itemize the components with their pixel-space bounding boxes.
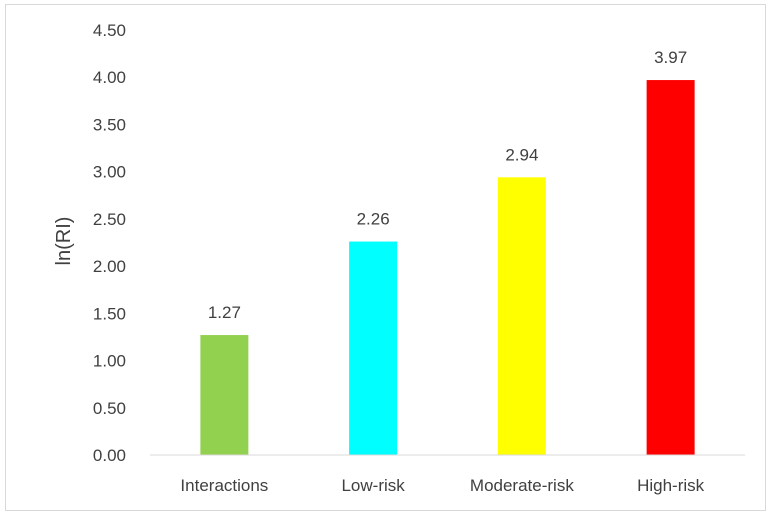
y-tick-label: 4.50 <box>93 21 126 40</box>
value-labels: 1.27 2.26 2.94 3.97 <box>208 48 687 322</box>
y-tick-label: 0.00 <box>93 446 126 465</box>
bar-interactions <box>200 335 249 455</box>
bar-low-risk <box>349 241 398 455</box>
bar-moderate-risk <box>497 177 546 456</box>
y-tick-label: 2.50 <box>93 210 126 229</box>
y-axis-label: ln(RI) <box>53 217 75 266</box>
bar-value-label: 1.27 <box>208 303 241 322</box>
bar-value-label: 2.94 <box>505 145 538 164</box>
y-tick-label: 3.50 <box>93 115 126 134</box>
bars <box>200 80 695 456</box>
x-tick-label: High-risk <box>637 476 705 495</box>
x-tick-label: Interactions <box>180 476 268 495</box>
bar-high-risk <box>646 80 695 456</box>
x-tick-label: Low-risk <box>341 476 405 495</box>
bar-value-label: 3.97 <box>654 48 687 67</box>
y-tick-label: 0.50 <box>93 399 126 418</box>
y-tick-label: 2.00 <box>93 257 126 276</box>
y-axis-ticks: 0.00 0.50 1.00 1.50 2.00 2.50 3.00 3.50 4.00 4.50 <box>93 21 126 465</box>
x-axis-ticks: Interactions Low-risk Moderate-risk High-ri… <box>180 476 704 495</box>
y-tick-label: 1.00 <box>93 352 126 371</box>
bar-value-label: 2.26 <box>357 210 390 229</box>
y-tick-label: 3.00 <box>93 163 126 182</box>
y-tick-label: 1.50 <box>93 304 126 323</box>
y-tick-label: 4.00 <box>93 68 126 87</box>
x-tick-label: Moderate-risk <box>470 476 574 495</box>
